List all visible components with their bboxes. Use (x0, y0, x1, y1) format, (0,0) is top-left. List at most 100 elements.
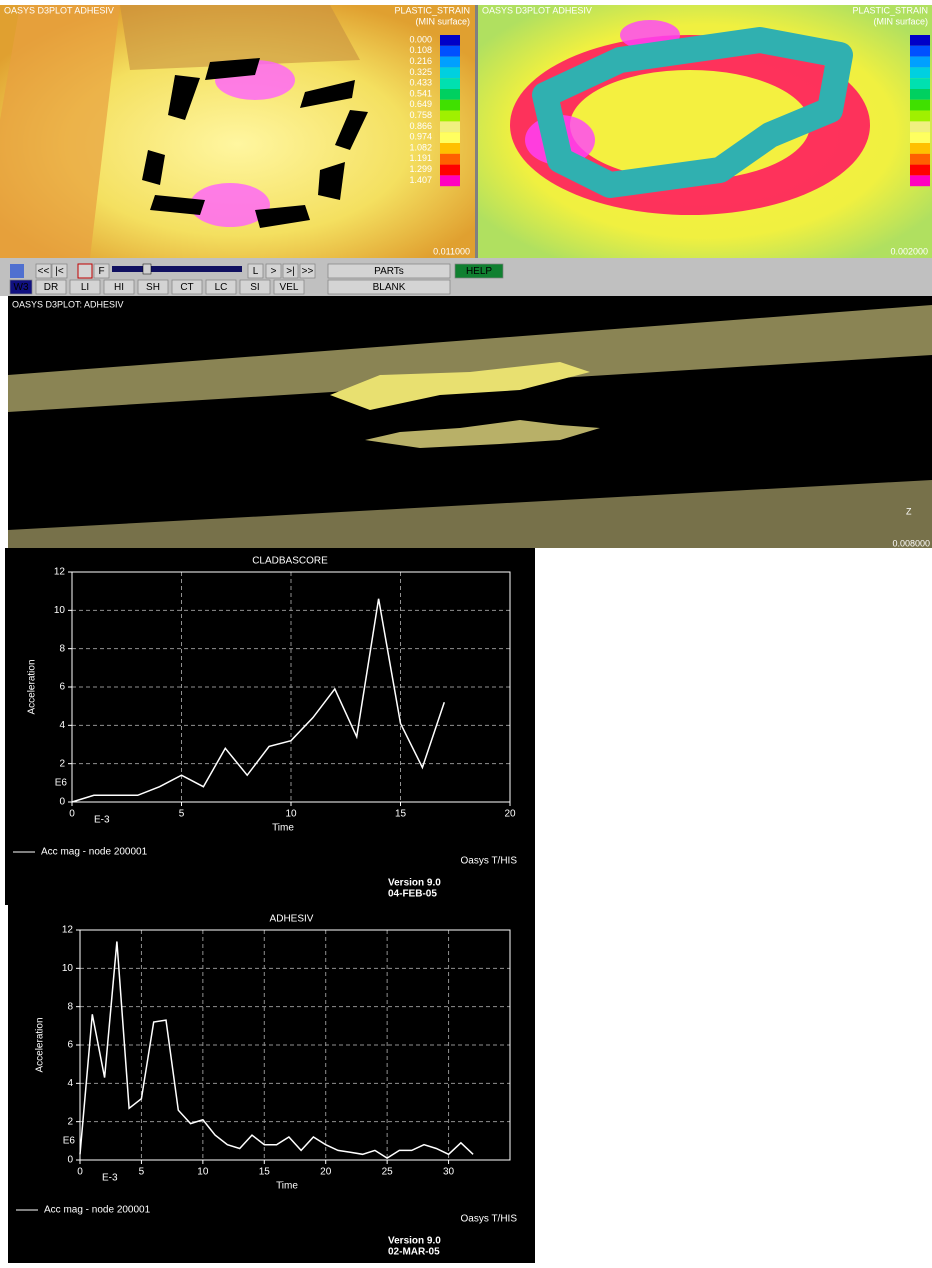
legend-value: 1.082 (409, 142, 432, 152)
slider-thumb[interactable] (143, 264, 151, 274)
y-tick-label: 0 (59, 797, 65, 808)
button[interactable]: PARTs (328, 264, 450, 278)
legend (910, 35, 930, 186)
time: 0.002000 (890, 246, 928, 256)
x-tick-label: 0 (77, 1167, 83, 1178)
button-label[interactable]: SH (146, 282, 160, 293)
button[interactable]: CT (172, 280, 202, 294)
surface: (MIN surface) (873, 16, 928, 26)
button-label[interactable]: >| (286, 266, 294, 277)
x-tick-label: 20 (320, 1167, 332, 1178)
button-label[interactable]: |< (55, 266, 64, 277)
legend-value: 0.649 (409, 99, 432, 109)
button[interactable]: W3 (10, 280, 32, 294)
x-multiplier: E-3 (102, 1173, 118, 1184)
view-title: OASYS D3PLOT ADHESIV (482, 5, 592, 15)
button[interactable]: << (36, 264, 51, 278)
legend-swatch (440, 46, 460, 57)
x-tick-label: 25 (382, 1167, 394, 1178)
button[interactable]: L (248, 264, 263, 278)
button[interactable]: HI (104, 280, 134, 294)
legend-value: 0.866 (409, 121, 432, 131)
button[interactable]: HELP (455, 264, 503, 278)
version: Version 9.0 (388, 1236, 441, 1247)
y-tick-label: 6 (67, 1040, 73, 1051)
x-tick-label: 5 (179, 809, 185, 820)
button-label[interactable]: DR (44, 282, 58, 293)
button[interactable]: >| (283, 264, 298, 278)
legend-swatch (440, 111, 460, 122)
button[interactable]: LI (70, 280, 100, 294)
view-right: OASYS D3PLOT ADHESIV PLASTIC_STRAIN (MIN… (478, 5, 932, 258)
button-label[interactable]: >> (302, 266, 314, 277)
button[interactable]: DR (36, 280, 66, 294)
button[interactable]: BLANK (328, 280, 450, 294)
legend-swatch (910, 154, 930, 165)
legend-label: Acc mag - node 200001 (41, 847, 148, 858)
y-multiplier: E6 (63, 1136, 76, 1147)
legend-swatch (910, 111, 930, 122)
legend-label: Acc mag - node 200001 (44, 1205, 151, 1216)
legend-swatch (440, 57, 460, 68)
brand: Oasys T/HIS (461, 1214, 518, 1225)
button-label[interactable]: VEL (280, 282, 299, 293)
legend-value: 1.299 (409, 164, 432, 174)
button-label[interactable]: HI (114, 282, 124, 293)
button-label[interactable]: LI (81, 282, 89, 293)
legend-value: 0.000 (409, 34, 432, 44)
button[interactable]: F (94, 264, 109, 278)
button-label[interactable]: LC (215, 282, 228, 293)
button[interactable]: > (266, 264, 281, 278)
legend-swatch (440, 132, 460, 143)
axis-label: Z (906, 506, 912, 516)
x-tick-label: 10 (285, 809, 297, 820)
stop-button (78, 264, 92, 278)
legend-value: 1.407 (409, 175, 432, 185)
legend-swatch (910, 78, 930, 89)
x-multiplier: E-3 (94, 815, 110, 826)
legend-swatch (440, 89, 460, 100)
button-label[interactable]: BLANK (373, 282, 406, 293)
x-tick-label: 30 (443, 1167, 455, 1178)
time-slider[interactable] (112, 266, 242, 272)
legend-value: 1.191 (409, 153, 432, 163)
button[interactable]: VEL (274, 280, 304, 294)
legend-value: 0.541 (409, 88, 432, 98)
legend-value: 0.108 (409, 45, 432, 55)
legend-swatch (440, 100, 460, 111)
legend-swatch (440, 78, 460, 89)
surface: (MIN surface) (415, 16, 470, 26)
button[interactable]: LC (206, 280, 236, 294)
button-label[interactable]: CT (180, 282, 193, 293)
menu-icon (10, 264, 24, 278)
legend-swatch (910, 46, 930, 57)
x-tick-label: 0 (69, 809, 75, 820)
legend-swatch (440, 121, 460, 132)
button-label[interactable]: L (253, 266, 259, 277)
button[interactable]: |< (52, 264, 67, 278)
time: 0.008000 (892, 538, 930, 548)
legend-swatch (440, 175, 460, 186)
button-label[interactable]: << (38, 266, 50, 277)
y-tick-label: 12 (62, 925, 74, 936)
legend-swatch (440, 154, 460, 165)
button-label[interactable]: F (98, 266, 104, 277)
button[interactable]: >> (300, 264, 315, 278)
legend-swatch (440, 67, 460, 78)
button-label[interactable]: HELP (466, 266, 492, 277)
button[interactable]: SH (138, 280, 168, 294)
y-tick-label: 4 (67, 1078, 73, 1089)
legend-swatch (910, 132, 930, 143)
button-label[interactable]: W3 (14, 282, 29, 293)
button-label[interactable]: > (271, 266, 277, 277)
button-label[interactable]: SI (250, 282, 259, 293)
date: 02-MAR-05 (388, 1247, 440, 1258)
legend-value: 0.325 (409, 67, 432, 77)
legend-swatch (910, 175, 930, 186)
button-label[interactable]: PARTs (374, 266, 404, 277)
legend-swatch (910, 165, 930, 176)
button[interactable]: SI (240, 280, 270, 294)
legend-swatch (910, 100, 930, 111)
legend-swatch (440, 35, 460, 46)
main-view: OASYS D3PLOT: ADHESIV Z 0.008000 (8, 296, 932, 548)
